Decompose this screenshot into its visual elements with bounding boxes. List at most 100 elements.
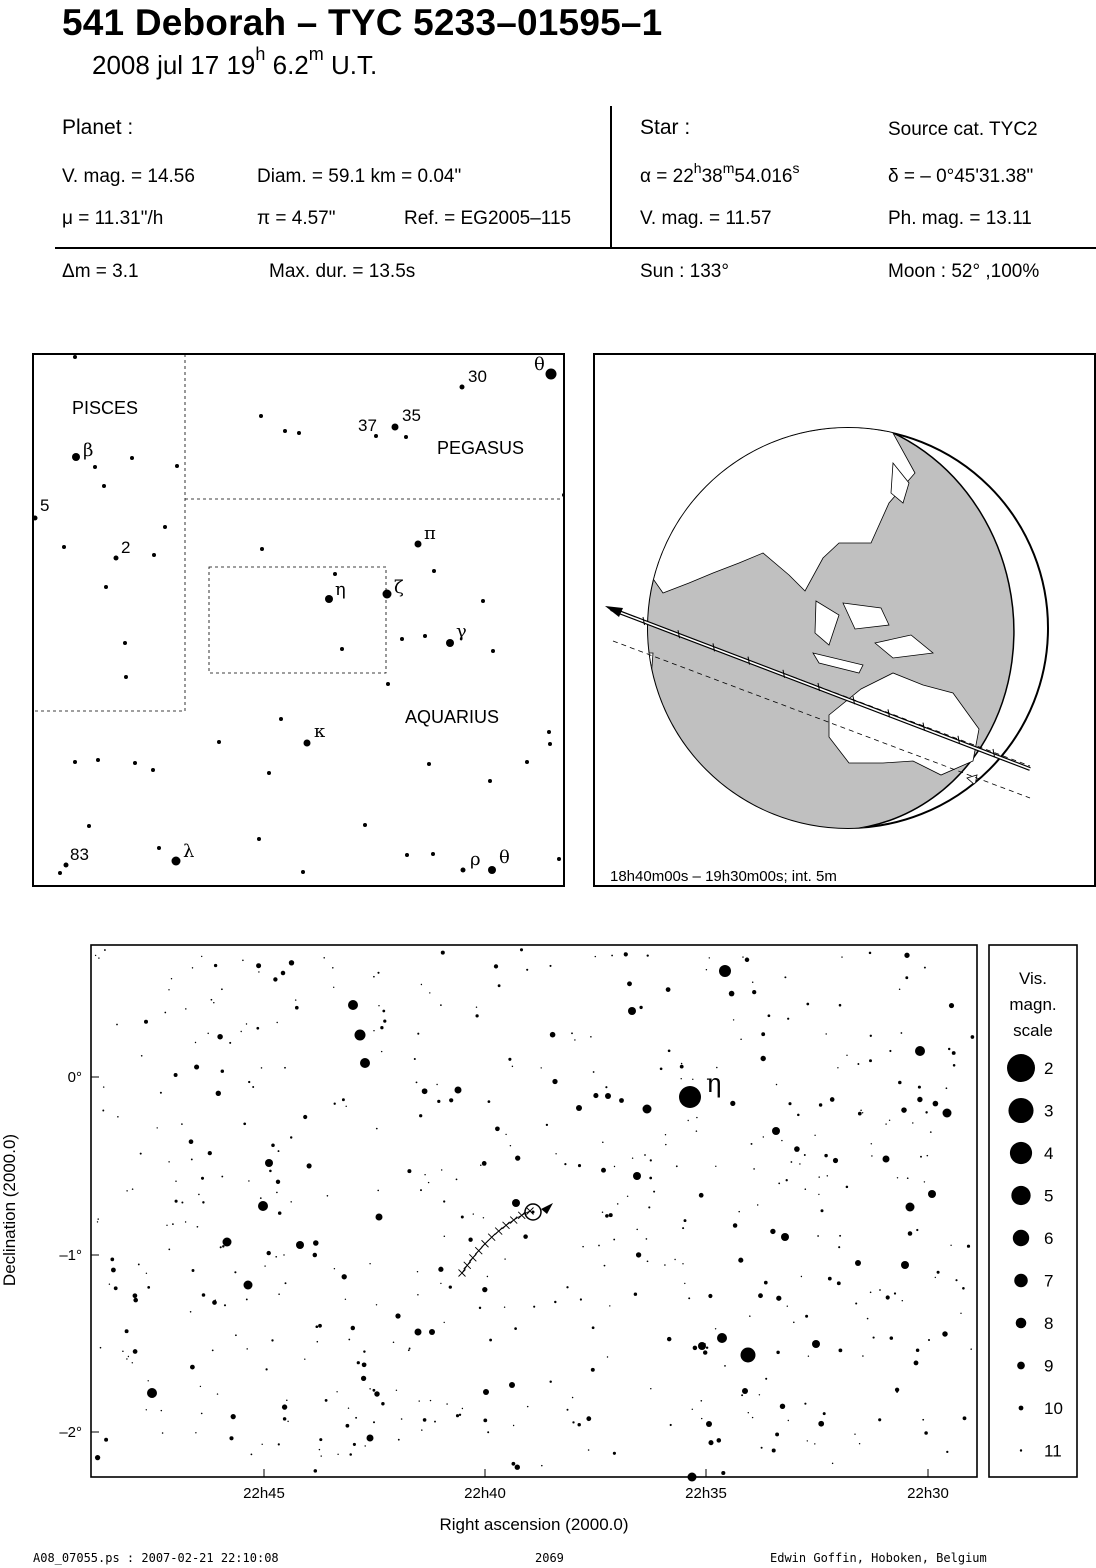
chart-star: [184, 1221, 187, 1223]
chart-star: [201, 955, 203, 958]
chart-star: [110, 1257, 115, 1262]
chart-star: [885, 1295, 890, 1300]
chart-star: [440, 1004, 442, 1006]
chart-star: [609, 1305, 611, 1307]
chart-star: [650, 1387, 652, 1390]
finder-star: [297, 431, 301, 435]
chart-star: [753, 1168, 755, 1170]
chart-star: [601, 1211, 604, 1214]
chart-star: [626, 1195, 629, 1198]
chart-star: [549, 1380, 552, 1383]
chart-star: [619, 1098, 624, 1103]
chart-star: [198, 1193, 200, 1196]
chart-star: [540, 1067, 542, 1069]
chart-star: [936, 1270, 940, 1274]
chart-star: [552, 1078, 558, 1085]
bright-star: [706, 1421, 712, 1427]
chart-star: [912, 1122, 914, 1124]
chart-star: [215, 1090, 221, 1096]
planet-reference: Ref. = EG2005–115: [404, 208, 572, 229]
chart-star: [519, 948, 524, 952]
chart-star: [951, 1051, 956, 1055]
chart-star: [417, 1032, 420, 1035]
chart-star: [917, 1096, 923, 1103]
chart-star: [822, 1412, 826, 1416]
path-cross: [474, 1246, 483, 1255]
finder-star: [175, 464, 179, 468]
chart-star: [318, 1448, 321, 1451]
chart-star: [592, 1071, 595, 1073]
constellation-label: PISCES: [72, 398, 138, 418]
chart-star: [922, 1418, 925, 1421]
chart-star: [229, 1436, 234, 1441]
chart-star: [758, 1394, 761, 1396]
legend-star-dot: [1018, 1405, 1024, 1411]
chart-star: [487, 1100, 491, 1103]
chart-star: [94, 954, 97, 957]
chart-star: [765, 1377, 768, 1380]
chart-star: [480, 1164, 482, 1166]
chart-star: [201, 1293, 206, 1297]
chart-star: [124, 1329, 129, 1334]
chart-star: [199, 1385, 202, 1388]
chart-star: [927, 1338, 931, 1342]
chart-star: [324, 1398, 328, 1402]
chart-star: [579, 1298, 583, 1301]
bright-star: [265, 1159, 273, 1167]
chart-star: [526, 1405, 529, 1408]
chart-star: [336, 1391, 338, 1393]
chart-star: [478, 1306, 482, 1310]
chart-star: [869, 1034, 872, 1037]
bright-star: [901, 1261, 909, 1269]
path-cross: [517, 1211, 526, 1220]
chart-star: [420, 983, 423, 986]
chart-star: [970, 1035, 975, 1039]
finder-star: [423, 634, 427, 638]
chart-star: [708, 1293, 713, 1299]
chart-star: [303, 1114, 308, 1120]
chart-star: [779, 1403, 786, 1410]
chart-star: [173, 1073, 178, 1077]
chart-star: [781, 1139, 783, 1142]
chart-star: [896, 1177, 899, 1179]
finder-star-label: 35: [402, 406, 421, 425]
chart-star: [818, 1176, 820, 1178]
chart-star: [190, 1364, 195, 1370]
finder-star: [431, 852, 435, 856]
chart-star: [102, 1109, 105, 1112]
finder-star: [104, 585, 108, 589]
finder-star-label: β: [83, 440, 93, 461]
chart-star: [701, 1417, 703, 1420]
chart-star: [688, 1297, 691, 1300]
chart-star: [790, 1161, 793, 1163]
chart-star: [213, 963, 218, 968]
chart-star: [103, 949, 106, 951]
chart-star: [166, 1224, 168, 1227]
chart-star: [692, 1345, 698, 1351]
chart-star: [818, 1103, 823, 1107]
chart-star: [98, 957, 100, 959]
finder-star: [391, 423, 399, 431]
chart-star: [489, 1338, 493, 1342]
chart-star: [827, 1276, 832, 1281]
chart-star: [703, 1350, 708, 1355]
chart-star: [932, 1100, 939, 1107]
chart-star: [818, 1420, 825, 1427]
star-source-catalog: Source cat. TYC2: [888, 119, 1038, 140]
chart-star: [99, 1346, 102, 1349]
bright-star: [454, 1086, 462, 1094]
finder-star-label: 2: [121, 538, 130, 557]
chart-star: [591, 1326, 595, 1330]
planet-parallax: π = 4.57": [257, 208, 336, 229]
chart-star: [705, 968, 708, 971]
motion-arrow: [541, 1203, 553, 1214]
chart-star: [970, 1348, 972, 1350]
chart-star: [408, 1347, 411, 1350]
x-tick-label: 22h40: [464, 1485, 506, 1502]
bright-star: [812, 1340, 820, 1348]
chart-star: [872, 1336, 875, 1339]
chart-star: [487, 1431, 490, 1434]
star-phmag: Ph. mag. = 13.11: [888, 208, 1032, 229]
chart-star: [420, 1189, 422, 1192]
chart-star: [482, 1217, 485, 1219]
